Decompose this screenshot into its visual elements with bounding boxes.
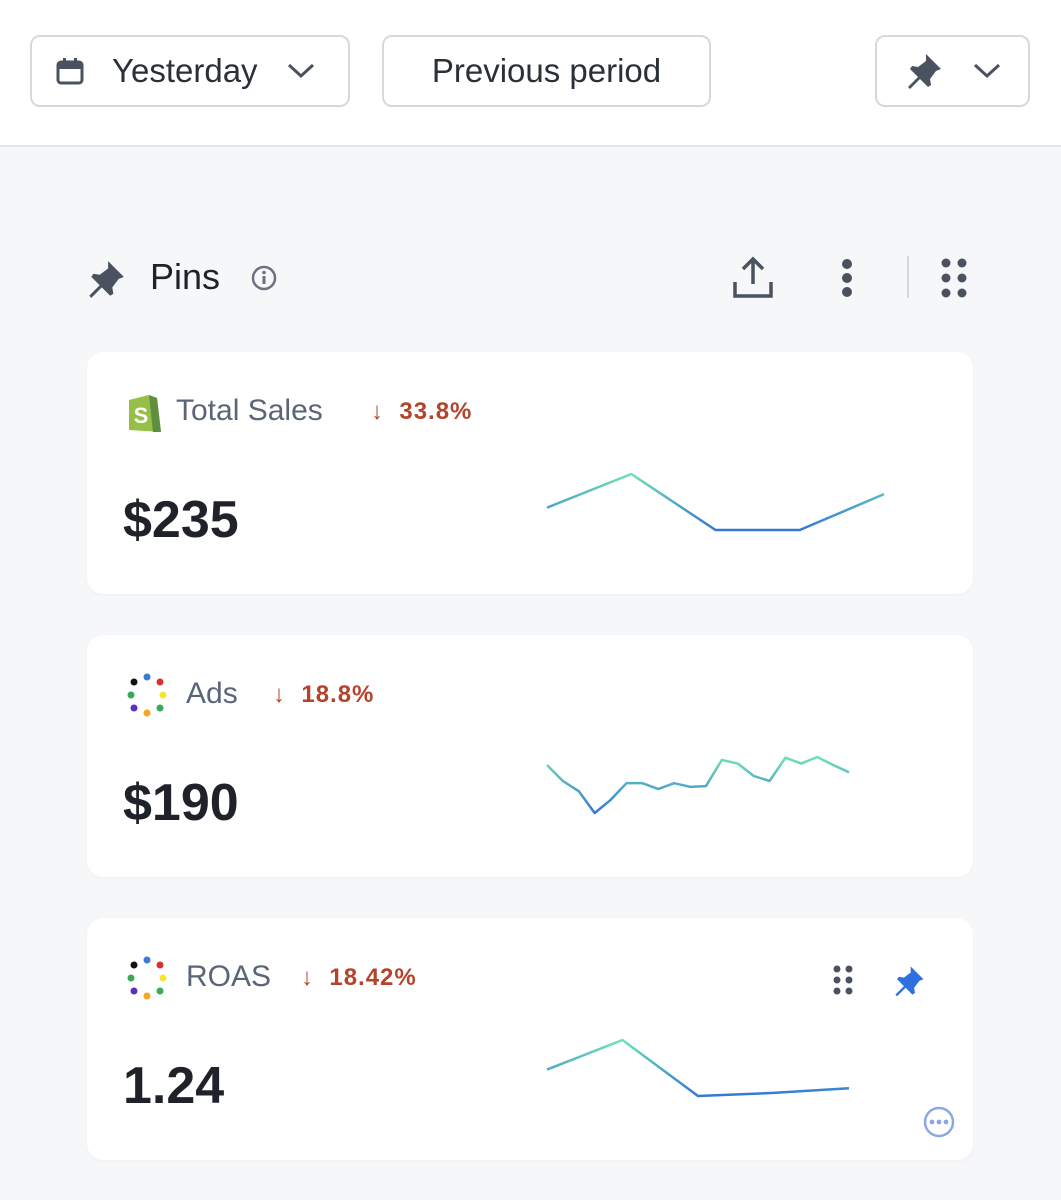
metric-label: Ads [186,677,238,710]
sparkline-line [546,1038,850,1098]
metric-label: Total Sales [176,394,323,427]
compare-button[interactable]: Previous period [382,35,711,107]
metric-card[interactable]: S Total Sales ↓ 33.8% $235 [87,352,973,594]
unpin-button[interactable] [892,964,926,998]
metric-value: $235 [123,491,239,549]
pin-menu-button[interactable] [875,35,1030,107]
calendar-icon [56,58,84,85]
compare-label: Previous period [431,52,662,89]
drag-handle[interactable] [940,256,968,300]
sparkline [546,1038,850,1098]
sparkline-line [546,472,885,532]
pins-header: Pins [85,250,975,306]
info-icon[interactable] [250,264,278,292]
pin-icon [89,261,124,298]
more-button[interactable] [922,1105,956,1139]
date-label: Yesterday [112,52,258,89]
pin-icon [907,54,941,89]
sparkline [546,472,885,532]
metric-value: $190 [123,774,239,832]
toolbar: Yesterday Previous period [0,0,1061,147]
change-value: 18.8% [301,681,375,708]
metric-change: ↓ 33.8% [371,398,473,425]
shopify-icon: S [129,395,161,432]
change-value: 33.8% [399,398,473,425]
sparkline [546,755,850,815]
ads-icon [127,956,167,1000]
more-button[interactable] [839,256,855,300]
metric-card[interactable]: Ads ↓ 18.8% $190 [87,635,973,877]
metric-label: ROAS [186,960,272,993]
metric-change: ↓ 18.8% [273,681,375,708]
metric-card[interactable]: ROAS ↓ 18.42% 1.24 [87,918,973,1160]
divider [907,256,909,298]
change-value: 18.42% [329,964,417,991]
chevron [973,63,1000,79]
metric-value: 1.24 [123,1057,225,1115]
chevron [287,63,314,79]
drag-handle[interactable] [832,964,854,996]
share-button[interactable] [731,256,775,300]
section-title: Pins [150,256,221,297]
ads-icon [127,673,167,717]
svg-text:S: S [134,403,149,428]
sparkline-line [546,755,850,815]
date-button[interactable]: Yesterday [30,35,350,107]
metric-change: ↓ 18.42% [301,964,417,991]
